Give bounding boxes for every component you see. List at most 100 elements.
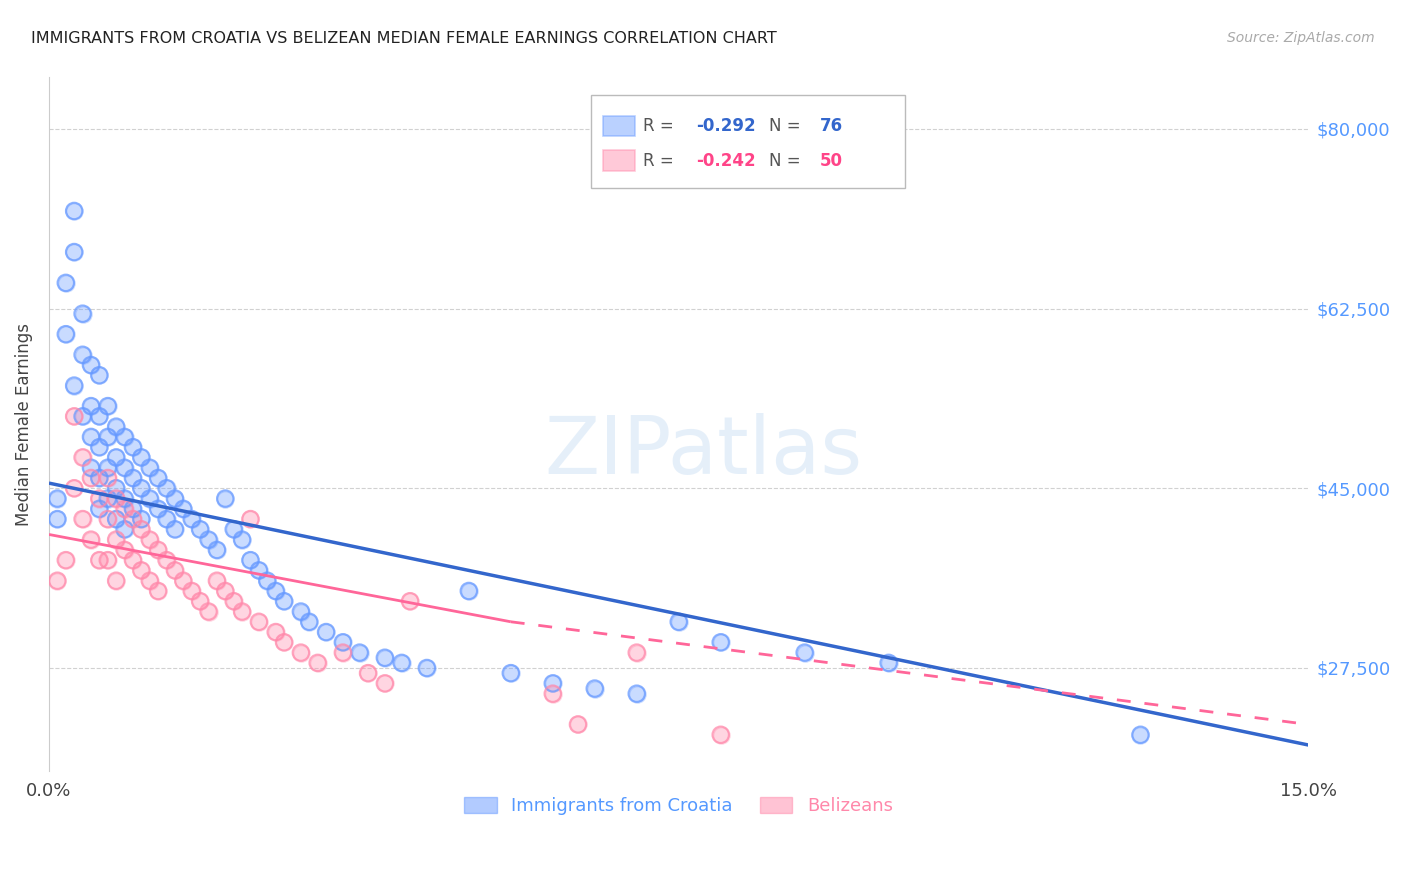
Point <box>457 584 479 599</box>
Point <box>188 522 211 536</box>
Point <box>63 203 86 218</box>
Point <box>131 512 153 526</box>
Point <box>80 358 103 372</box>
Point <box>146 584 169 599</box>
Point <box>46 574 69 588</box>
Point <box>231 605 253 619</box>
Point <box>105 533 128 547</box>
Point <box>63 409 86 424</box>
Point <box>172 574 194 588</box>
Point <box>457 584 479 599</box>
Point <box>105 574 128 588</box>
Point <box>80 399 103 413</box>
Point <box>105 491 128 506</box>
Point <box>72 409 94 424</box>
Point <box>349 646 371 660</box>
Point <box>131 450 153 465</box>
Point <box>315 625 337 640</box>
Point <box>214 491 236 506</box>
Point <box>273 594 295 608</box>
Point <box>114 430 136 444</box>
Point <box>222 594 245 608</box>
Point <box>80 471 103 485</box>
Point <box>668 615 690 629</box>
Point <box>247 563 270 577</box>
Point <box>46 491 69 506</box>
Point <box>231 533 253 547</box>
Text: 50: 50 <box>820 152 842 169</box>
Point <box>80 533 103 547</box>
Point <box>374 676 396 690</box>
Point <box>307 656 329 670</box>
Point <box>89 491 111 506</box>
Point <box>105 512 128 526</box>
Point <box>122 512 145 526</box>
Point <box>163 522 186 536</box>
Point <box>122 512 145 526</box>
Text: Source: ZipAtlas.com: Source: ZipAtlas.com <box>1227 31 1375 45</box>
Point <box>122 471 145 485</box>
Point <box>105 512 128 526</box>
Point <box>1129 728 1152 742</box>
Point <box>307 656 329 670</box>
Point <box>55 553 77 567</box>
Point <box>349 646 371 660</box>
Point <box>163 491 186 506</box>
Point <box>205 574 228 588</box>
Point <box>155 512 177 526</box>
Point <box>122 501 145 516</box>
Point <box>114 522 136 536</box>
Point <box>63 245 86 260</box>
Point <box>138 574 160 588</box>
Point <box>122 471 145 485</box>
Point <box>80 399 103 413</box>
Bar <box>603 116 634 136</box>
Point <box>668 615 690 629</box>
Point <box>188 594 211 608</box>
Point <box>55 553 77 567</box>
Point <box>163 522 186 536</box>
Point <box>89 471 111 485</box>
Text: IMMIGRANTS FROM CROATIA VS BELIZEAN MEDIAN FEMALE EARNINGS CORRELATION CHART: IMMIGRANTS FROM CROATIA VS BELIZEAN MEDI… <box>31 31 776 46</box>
Point <box>97 460 120 475</box>
Text: N =: N = <box>769 152 806 169</box>
Point <box>205 574 228 588</box>
Point <box>172 574 194 588</box>
Point <box>114 501 136 516</box>
Point <box>138 460 160 475</box>
Point <box>155 553 177 567</box>
Point <box>567 717 589 731</box>
Point <box>114 460 136 475</box>
Point <box>138 533 160 547</box>
Point <box>97 553 120 567</box>
Point <box>499 666 522 681</box>
Point <box>89 440 111 454</box>
Point <box>273 635 295 649</box>
Point <box>626 687 648 701</box>
Point <box>97 460 120 475</box>
Bar <box>603 150 634 171</box>
Point <box>188 522 211 536</box>
Point <box>55 327 77 342</box>
Point <box>89 440 111 454</box>
Point <box>72 450 94 465</box>
Point <box>97 471 120 485</box>
Point <box>264 625 287 640</box>
Point <box>222 594 245 608</box>
Point <box>122 553 145 567</box>
Point <box>72 512 94 526</box>
Point <box>374 650 396 665</box>
Point <box>163 563 186 577</box>
Point <box>97 491 120 506</box>
Point <box>264 584 287 599</box>
Point <box>247 615 270 629</box>
Point <box>131 522 153 536</box>
Point <box>89 501 111 516</box>
Point <box>710 728 733 742</box>
Point <box>710 635 733 649</box>
Point <box>541 687 564 701</box>
Point <box>273 635 295 649</box>
Point <box>197 605 219 619</box>
Point <box>163 563 186 577</box>
Point <box>55 327 77 342</box>
